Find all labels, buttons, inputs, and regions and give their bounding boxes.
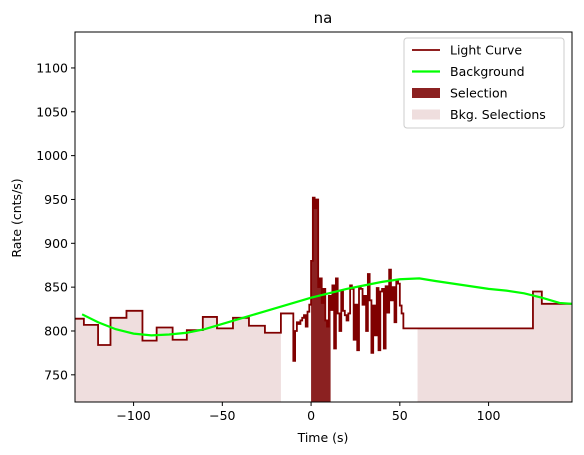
x-tick-label: 100 [477,408,501,423]
bkg-selection-region-1 [417,291,572,402]
y-tick-label: 1050 [36,104,68,119]
legend-swatch-2 [412,88,440,98]
legend-swatch-3 [412,109,440,120]
x-tick-label: 50 [392,408,408,423]
x-axis-label: Time (s) [297,430,349,445]
plot-inner [75,196,572,402]
y-tick-label: 750 [44,367,68,382]
legend-label-1: Background [450,64,525,79]
legend-label-3: Bkg. Selections [450,107,546,122]
y-tick-label: 800 [44,323,68,338]
axis-ticks: −100 −50 0 50 100 750 800 850 900 950 1000 1050 1100 [36,60,500,423]
y-tick-label: 850 [44,280,68,295]
x-tick-label: 0 [307,408,315,423]
y-axis-label: Rate (cnts/s) [9,178,24,257]
legend-box [403,37,565,129]
y-tick-label: 1100 [36,60,68,75]
y-tick-label: 950 [44,192,68,207]
legend-label-0: Light Curve [450,43,522,58]
plot-area [75,196,572,402]
background-line [81,277,572,337]
bkg-selection-region-0 [75,310,281,402]
x-tick-label: −100 [116,408,150,423]
chart-legend: Light Curve Background Selection Bkg. Selec… [403,37,565,129]
light-curve-line [75,196,572,362]
x-tick-label: −50 [209,408,235,423]
axes-frame [74,31,573,403]
y-tick-label: 900 [44,236,68,251]
y-tick-label: 1000 [36,148,68,163]
chart-title: na [314,9,333,27]
legend-label-2: Selection [450,86,508,101]
axes-border [74,31,573,403]
